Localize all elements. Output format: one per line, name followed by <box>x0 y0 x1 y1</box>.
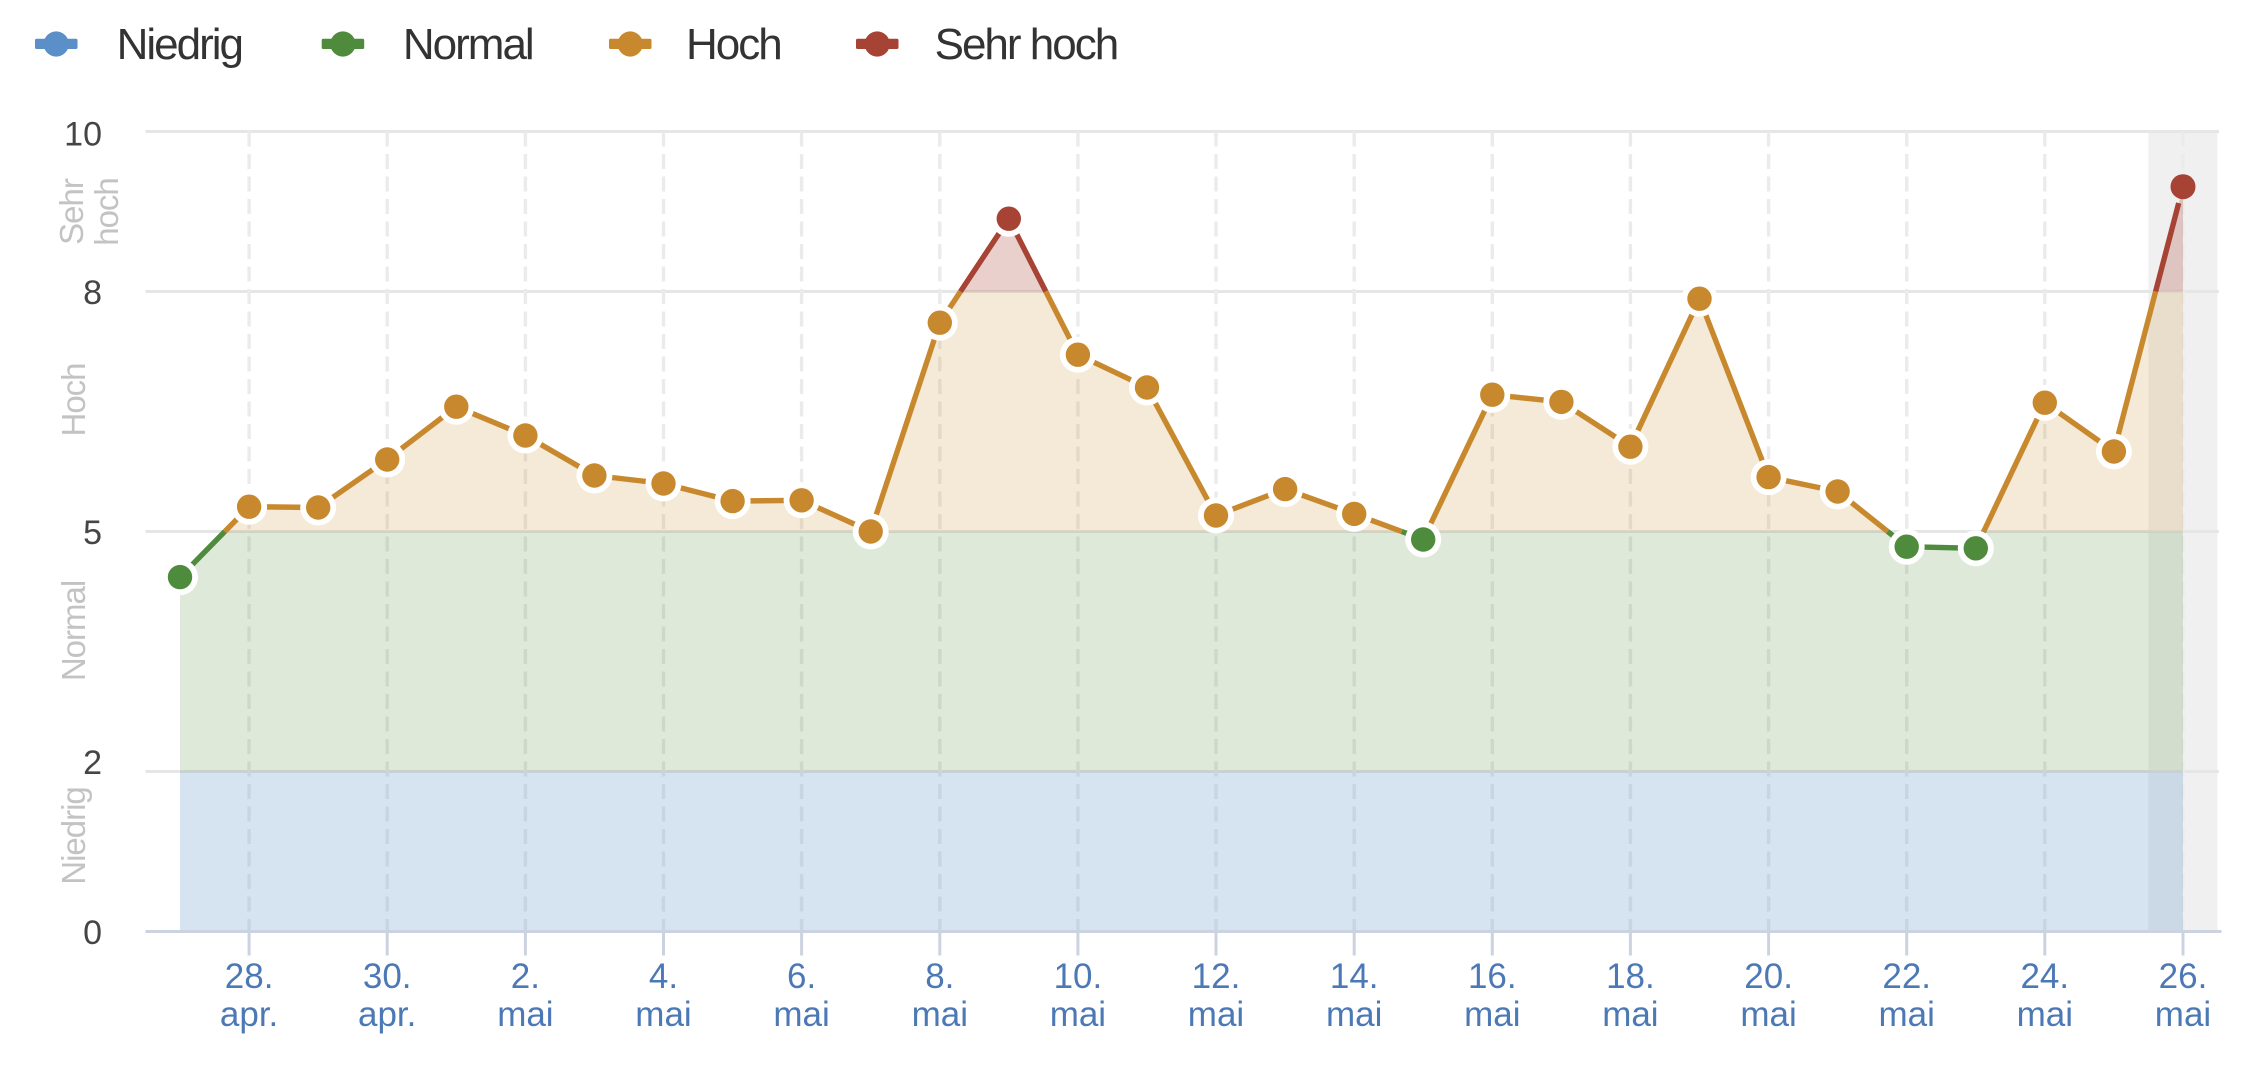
svg-text:12.: 12. <box>1192 957 1241 996</box>
svg-text:mai: mai <box>1326 995 1382 1034</box>
svg-text:22.: 22. <box>1882 957 1931 996</box>
svg-text:Niedrig: Niedrig <box>117 20 242 69</box>
svg-text:apr.: apr. <box>358 995 416 1034</box>
svg-text:16.: 16. <box>1468 957 1517 996</box>
svg-text:Normal: Normal <box>403 20 533 69</box>
svg-text:mai: mai <box>2155 995 2211 1034</box>
svg-text:mai: mai <box>1878 995 1934 1034</box>
svg-text:6.: 6. <box>787 957 816 996</box>
svg-text:26.: 26. <box>2159 957 2208 996</box>
svg-text:30.: 30. <box>363 957 412 996</box>
svg-text:mai: mai <box>497 995 553 1034</box>
svg-text:Sehr hoch: Sehr hoch <box>935 20 1118 69</box>
svg-text:mai: mai <box>773 995 829 1034</box>
svg-text:mai: mai <box>2017 995 2073 1034</box>
svg-text:Hoch: Hoch <box>55 363 92 436</box>
svg-text:mai: mai <box>912 995 968 1034</box>
svg-text:Normal: Normal <box>55 581 92 681</box>
svg-text:28.: 28. <box>225 957 274 996</box>
svg-text:5: 5 <box>83 514 102 552</box>
svg-text:mai: mai <box>635 995 691 1034</box>
svg-text:10.: 10. <box>1054 957 1103 996</box>
svg-text:0: 0 <box>83 914 102 952</box>
svg-text:Niedrig: Niedrig <box>55 787 92 885</box>
svg-text:18.: 18. <box>1606 957 1655 996</box>
svg-text:8.: 8. <box>925 957 954 996</box>
svg-text:mai: mai <box>1464 995 1520 1034</box>
svg-text:2.: 2. <box>511 957 540 996</box>
svg-text:mai: mai <box>1740 995 1796 1034</box>
svg-text:mai: mai <box>1602 995 1658 1034</box>
svg-text:apr.: apr. <box>220 995 278 1034</box>
svg-text:2: 2 <box>83 744 102 782</box>
svg-text:24.: 24. <box>2020 957 2069 996</box>
svg-text:8: 8 <box>83 274 102 312</box>
svg-text:Hoch: Hoch <box>686 20 781 69</box>
svg-text:Sehrhoch: Sehrhoch <box>53 178 125 246</box>
svg-text:14.: 14. <box>1330 957 1379 996</box>
svg-text:20.: 20. <box>1744 957 1793 996</box>
svg-text:10: 10 <box>64 115 102 153</box>
svg-text:4.: 4. <box>649 957 678 996</box>
svg-text:mai: mai <box>1050 995 1106 1034</box>
svg-text:mai: mai <box>1188 995 1244 1034</box>
